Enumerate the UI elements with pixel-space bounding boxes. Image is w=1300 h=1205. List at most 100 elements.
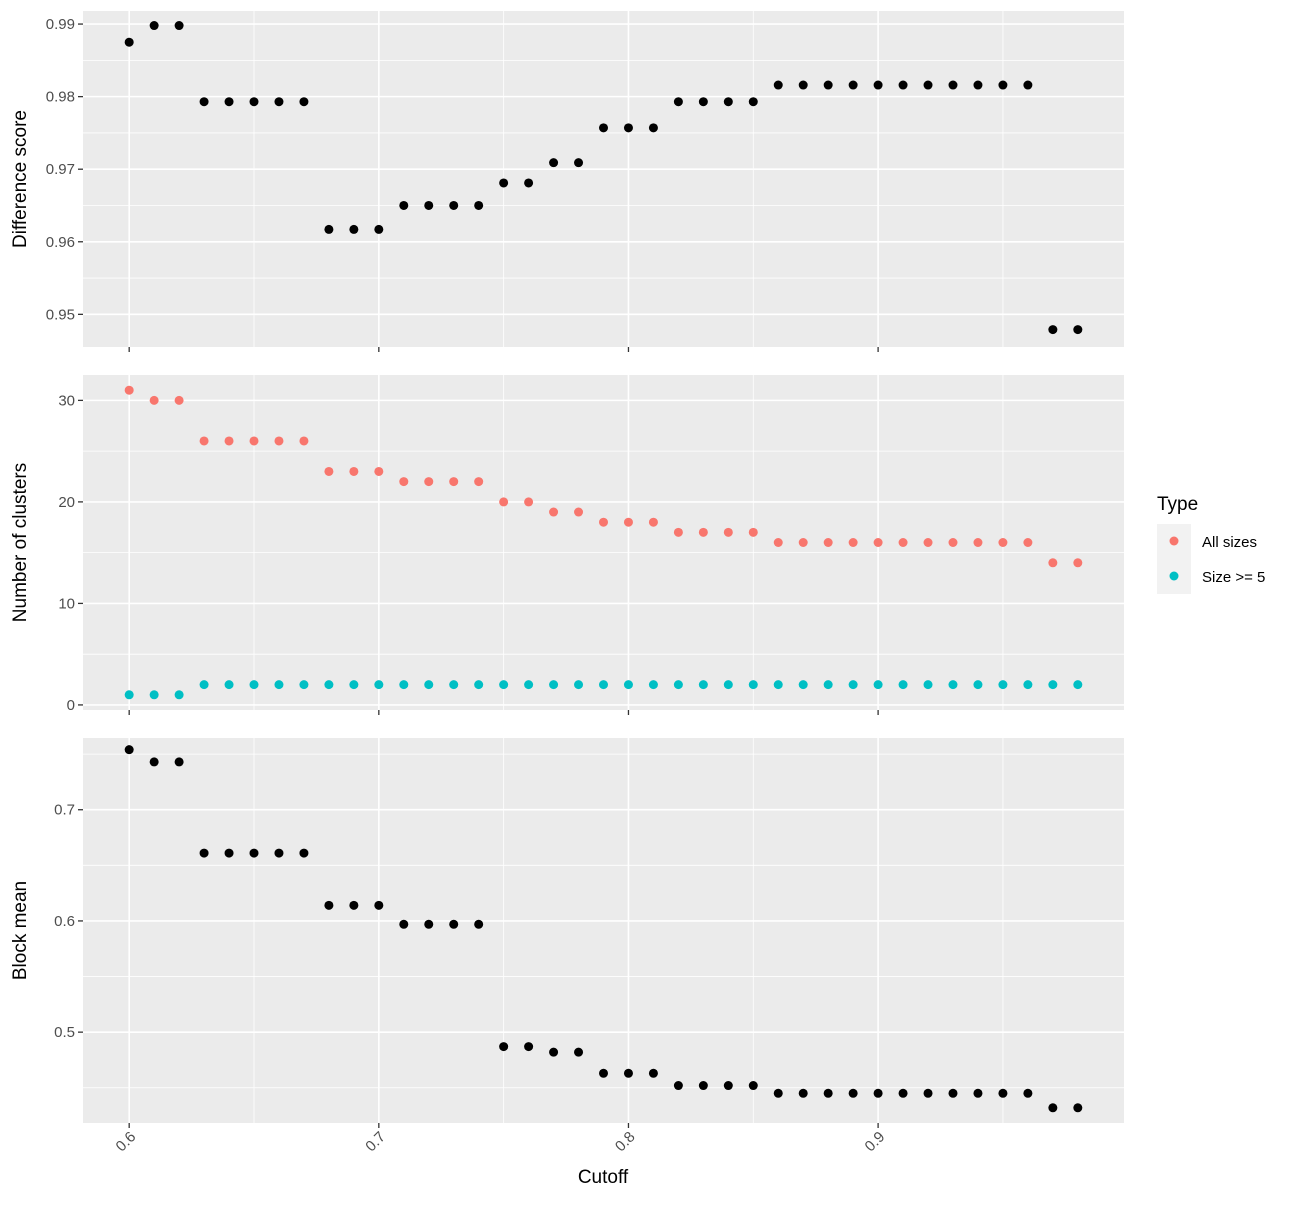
data-point [424,477,434,487]
data-point [973,680,983,690]
data-point [673,527,683,537]
data-point [349,224,359,234]
data-point [798,680,808,690]
data-point [848,680,858,690]
data-point [648,123,658,133]
data-point [798,1088,808,1098]
data-point [723,680,733,690]
data-point [524,1042,534,1052]
data-point [873,538,883,547]
data-point [848,80,858,90]
data-point [623,123,633,133]
panel-difference-score: 0.95 0.96 0.97 0.98 0.99 Difference score [10,11,1124,352]
data-point [948,80,958,90]
data-point [324,224,334,234]
data-point [1023,538,1033,547]
data-point [374,466,384,476]
x-tick-label: 0.8 [612,1128,639,1155]
data-point [723,527,733,537]
data-point [149,21,159,31]
data-point [324,900,334,910]
data-point [648,680,658,690]
data-point [549,1047,559,1057]
series-difference-score [124,21,1083,335]
data-point [374,900,384,910]
data-point [299,680,309,690]
panel-background [83,11,1124,347]
data-point [673,680,683,690]
data-point [399,200,409,210]
data-point [748,1081,758,1091]
data-point [474,919,484,929]
data-point [124,37,134,47]
data-point [873,680,883,690]
data-point [449,477,459,487]
y-tick-label: 10 [58,595,75,612]
data-point [199,848,209,858]
panel-block-mean: 0.5 0.6 0.7 0.6 0.7 0.8 0.9 Block mean [10,738,1124,1155]
y-axis-title-number-of-clusters: Number of clusters [10,463,31,622]
legend: Type All sizes Size >= 5 [1157,494,1265,594]
data-point [873,1088,883,1098]
series-block-mean [124,745,1083,1113]
y-tick-label: 0.99 [46,16,75,33]
data-point [374,680,384,690]
data-point [1048,1103,1058,1113]
data-point [249,680,259,690]
data-point [174,21,184,31]
data-point [274,436,284,446]
data-point [274,680,284,690]
legend-label-all-sizes: All sizes [1202,534,1257,551]
data-point [399,477,409,487]
data-point [249,97,259,107]
data-point [648,517,658,527]
data-point [973,538,983,547]
data-point [424,919,434,929]
data-point [299,848,309,858]
legend-label-size-ge-5: Size >= 5 [1202,569,1265,586]
data-point [773,1088,783,1098]
data-point [623,1068,633,1078]
legend-key-all-sizes [1169,536,1179,546]
data-point [673,97,683,107]
data-point [748,680,758,690]
data-point [449,680,459,690]
data-point [1048,325,1058,335]
data-point [923,538,933,547]
data-point [973,1088,983,1098]
y-tick-label: 0.6 [54,913,75,930]
data-point [773,538,783,547]
data-point [698,527,708,537]
data-point [274,97,284,107]
data-point [199,680,209,690]
data-point [124,690,134,700]
data-point [224,848,234,858]
data-point [499,1042,509,1052]
data-point [798,538,808,547]
data-point [199,97,209,107]
data-point [149,395,159,405]
data-point [1073,1103,1083,1113]
data-point [324,466,334,476]
data-point [923,1088,933,1098]
data-point [698,680,708,690]
data-point [973,80,983,90]
data-point [124,745,134,755]
data-point [474,680,484,690]
x-axis-title: Cutoff [578,1167,629,1188]
data-point [1073,558,1083,568]
data-point [723,1081,733,1091]
data-point [948,680,958,690]
data-point [698,97,708,107]
y-tick-label: 0.95 [46,306,75,323]
data-point [474,200,484,210]
data-point [998,80,1008,90]
data-point [648,1068,658,1078]
data-point [574,507,584,517]
data-point [399,680,409,690]
data-point [748,97,758,107]
data-point [349,466,359,476]
data-point [424,680,434,690]
data-point [549,680,559,690]
